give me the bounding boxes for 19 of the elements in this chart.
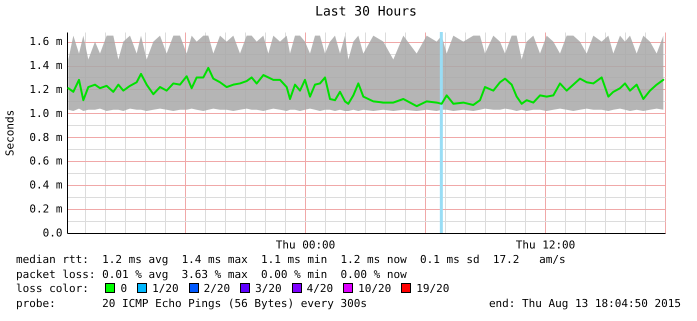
chart-title: Last 30 Hours: [315, 4, 417, 20]
text: packet loss: 0.01 % avg 3.63 % max 0.00 % min 0.00 % now: [16, 268, 407, 282]
text: end: Thu Aug 13 18:04:50 2015: [488, 296, 681, 311]
y-tick-label: 0.6 m: [29, 154, 63, 168]
y-tick-label: 0.0: [42, 226, 62, 240]
y-tick-label: 0.8 m: [29, 130, 63, 144]
x-tick-label: Thu 12:00: [516, 238, 576, 252]
y-axis-title: Seconds: [3, 110, 16, 156]
y-tick-label: 1.6 m: [29, 35, 63, 48]
y-tick-label: 0.4 m: [29, 178, 63, 192]
text: probe: 20 ICMP Echo Pings (56 Bytes) every 300s: [16, 296, 367, 311]
y-tick-label: 1.2 m: [29, 82, 63, 96]
y-tick-label: 1.0 m: [29, 106, 63, 120]
line-series: [67, 66, 664, 108]
text: median rtt: 1.2 ms avg 1.4 ms max 1.1 ms min 1.2 ms now 0.1 ms sd 17.2 am/s: [16, 253, 566, 268]
y-tick-label: 0.2 m: [29, 202, 63, 216]
text: loss color: 0 1/20 2/20 3/20 4/20 10/20 19/20: [16, 282, 450, 295]
x-tick-label: Thu 00:00: [276, 238, 336, 252]
y-tick-label: 1.4 m: [29, 59, 63, 72]
